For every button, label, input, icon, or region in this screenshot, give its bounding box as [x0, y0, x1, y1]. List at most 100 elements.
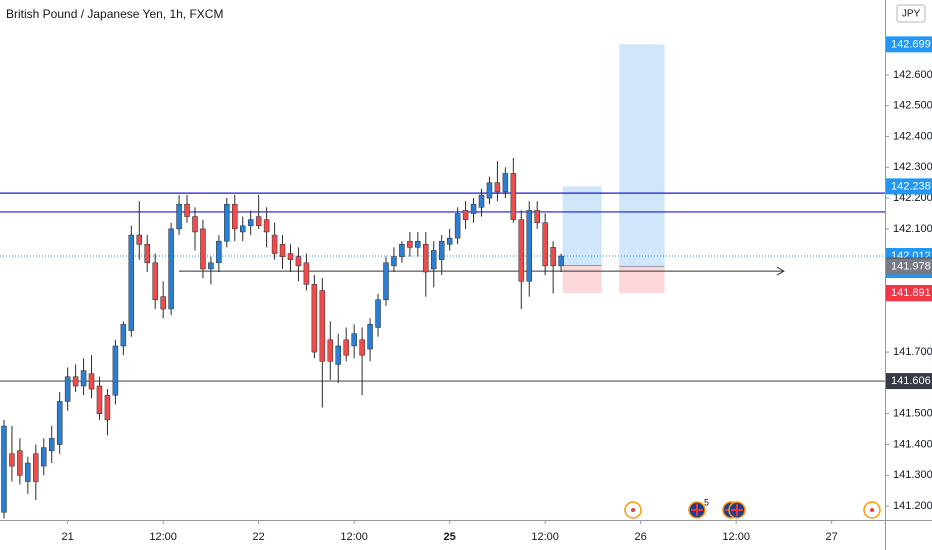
candle-body	[200, 228, 206, 270]
candle-body	[192, 216, 198, 233]
candle-body	[383, 262, 389, 300]
event-count: 5	[704, 497, 709, 507]
y-tick-label: 141.300	[893, 469, 932, 481]
candle-body	[542, 222, 548, 267]
x-tick-label: 25	[444, 531, 456, 543]
flag-cross	[731, 504, 743, 516]
candle-body	[33, 453, 39, 482]
candle-body	[319, 290, 326, 362]
candle-body	[56, 401, 63, 445]
profit-zone	[619, 44, 665, 267]
event-dot	[631, 508, 635, 512]
price-badge-label: 141.891	[891, 287, 931, 299]
x-tick-label: 12:00	[149, 531, 177, 543]
candle-body	[279, 244, 286, 257]
candle-body	[88, 373, 95, 390]
candle-body	[494, 182, 501, 193]
candle-body	[550, 247, 556, 267]
candle-body	[104, 394, 111, 421]
candle-body	[17, 450, 23, 476]
candle-body	[462, 210, 469, 220]
candle-body	[502, 173, 509, 193]
arrow-head	[776, 266, 785, 276]
y-tick-label: 141.200	[893, 500, 932, 512]
candle-body	[112, 345, 119, 396]
loss-zone	[619, 266, 665, 294]
price-badge	[886, 373, 932, 390]
candle-body	[438, 240, 445, 260]
currency-button[interactable]	[896, 4, 926, 23]
candle-body	[160, 296, 166, 310]
candle-body	[446, 237, 453, 245]
candle-body	[327, 339, 334, 362]
y-tick-label: 142.300	[893, 161, 932, 173]
candle-body	[128, 234, 135, 331]
price-badge-label: 141.978	[891, 260, 931, 272]
price-badge-label: 142.238	[891, 180, 931, 192]
candle-body	[255, 216, 262, 227]
candle-body	[120, 324, 127, 347]
candle-body	[184, 203, 190, 217]
candle-body	[232, 203, 238, 230]
price-badge-label: 142.012	[891, 250, 931, 262]
loss-zone	[562, 265, 602, 293]
candle-body	[168, 228, 174, 310]
candle-body	[423, 244, 429, 273]
y-tick-label: 141.500	[893, 408, 932, 420]
candle-body	[375, 299, 381, 328]
candle-body	[351, 333, 357, 347]
y-tick-label: 141.700	[893, 346, 932, 358]
candle-body	[303, 262, 310, 285]
candle-body	[486, 182, 493, 199]
candle-body	[407, 240, 413, 248]
candle-body	[176, 203, 182, 230]
candle-body	[399, 244, 405, 257]
candle-body	[430, 250, 437, 270]
x-tick-label: 12:00	[340, 531, 368, 543]
candle-body	[25, 462, 31, 482]
candle-body	[311, 284, 318, 353]
flag-cross	[691, 504, 703, 516]
chart-title: British Pound / Japanese Yen, 1h, FXCM	[6, 7, 223, 21]
candle-body	[144, 244, 150, 264]
profit-zone	[562, 186, 602, 266]
plot-area	[0, 44, 885, 519]
candle-body	[41, 447, 47, 467]
candle-body	[359, 339, 365, 356]
candle-body	[216, 240, 222, 264]
x-tick-label: 27	[826, 531, 838, 543]
x-tick-label: 12:00	[531, 531, 559, 543]
candle-body	[239, 225, 246, 233]
candle-body	[558, 255, 564, 267]
candle-body	[526, 210, 532, 282]
candle-body	[72, 376, 79, 387]
price-badge	[886, 258, 932, 275]
candle-body	[136, 234, 143, 245]
x-tick-label: 12:00	[722, 531, 750, 543]
candle-body	[48, 438, 55, 451]
candle-body	[510, 173, 517, 220]
candle-body	[271, 234, 278, 254]
candle-body	[247, 219, 254, 227]
candle-body	[470, 203, 477, 214]
candle-body	[208, 262, 214, 270]
candle-body	[415, 240, 421, 248]
candle-body	[287, 253, 294, 260]
currency-label[interactable]: JPY	[902, 9, 921, 20]
candle-body	[518, 219, 525, 282]
candle-body	[80, 370, 87, 387]
x-tick-label: 26	[635, 531, 647, 543]
candle-body	[367, 324, 373, 350]
candle-body	[391, 256, 397, 267]
x-tick-label: 22	[253, 531, 265, 543]
y-tick-label: 142.100	[893, 223, 932, 235]
candle-body	[9, 453, 15, 467]
candle-body	[295, 256, 302, 267]
candle-body	[534, 210, 540, 223]
candle-body	[152, 262, 158, 300]
candle-body	[478, 194, 485, 208]
candle-body	[335, 345, 341, 365]
x-tick-label: 21	[62, 531, 74, 543]
